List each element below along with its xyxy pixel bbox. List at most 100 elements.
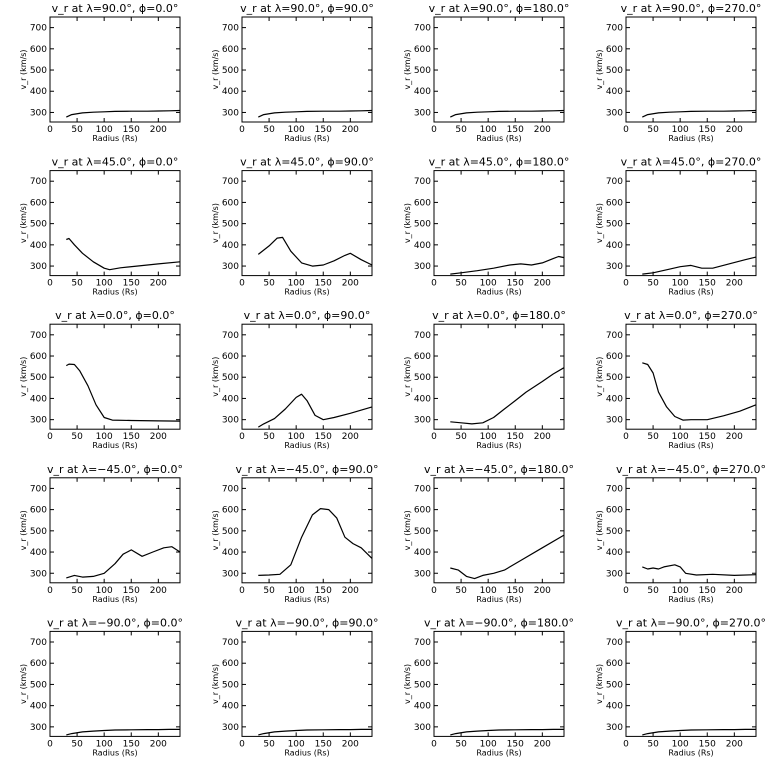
y-tick-label: 400 bbox=[606, 548, 623, 558]
chart-panel: v_r at λ=45.0°, ϕ=0.0° 0 50 100 150 200 300 400… bbox=[19, 156, 181, 297]
y-axis-label: v_r (km/s) bbox=[211, 664, 220, 704]
chart-title: v_r at λ=−45.0°, ϕ=90.0° bbox=[236, 463, 379, 476]
y-tick-label: 700 bbox=[222, 484, 239, 494]
x-axis-label: Radius (Rs) bbox=[92, 288, 137, 297]
y-axis-label: v_r (km/s) bbox=[19, 357, 28, 397]
x-tick-label: 100 bbox=[480, 279, 497, 289]
y-axis-label: v_r (km/s) bbox=[403, 510, 412, 550]
chart-title: v_r at λ=90.0°, ϕ=180.0° bbox=[429, 2, 570, 15]
x-tick-label: 150 bbox=[123, 432, 140, 442]
chart-panel: v_r at λ=90.0°, ϕ=270.0° 0 50 100 150 200 300 4… bbox=[595, 2, 761, 143]
y-axis-label: v_r (km/s) bbox=[403, 357, 412, 397]
chart-panel: v_r at λ=−45.0°, ϕ=90.0° 0 50 100 150 200 300 4… bbox=[211, 463, 378, 604]
x-tick-label: 150 bbox=[507, 586, 524, 596]
x-tick-label: 50 bbox=[455, 739, 467, 749]
y-tick-label: 600 bbox=[414, 352, 431, 362]
y-tick-label: 600 bbox=[414, 659, 431, 669]
plot-frame bbox=[241, 170, 373, 277]
y-tick-label: 500 bbox=[606, 220, 623, 230]
y-tick-label: 400 bbox=[414, 394, 431, 404]
y-tick-label: 700 bbox=[222, 24, 239, 34]
y-tick-label: 700 bbox=[606, 484, 623, 494]
series-line bbox=[258, 728, 372, 736]
y-tick-label: 300 bbox=[30, 262, 47, 272]
x-tick-label: 0 bbox=[623, 125, 629, 135]
chart-panel: v_r at λ=0.0°, ϕ=180.0° 0 50 100 150 200 300 40… bbox=[403, 309, 566, 450]
series-line bbox=[257, 393, 373, 428]
x-tick-label: 200 bbox=[726, 279, 743, 289]
series-line bbox=[450, 109, 565, 118]
y-tick-label: 600 bbox=[606, 198, 623, 208]
y-tick-label: 700 bbox=[30, 24, 47, 34]
y-tick-label: 300 bbox=[606, 262, 623, 272]
x-tick-label: 150 bbox=[315, 586, 332, 596]
x-axis-label: Radius (Rs) bbox=[476, 134, 521, 143]
y-axis-label: v_r (km/s) bbox=[403, 664, 412, 704]
plot-frame bbox=[49, 477, 181, 584]
y-tick-label: 400 bbox=[606, 394, 623, 404]
y-tick-label: 500 bbox=[606, 680, 623, 690]
x-axis-label: Radius (Rs) bbox=[668, 288, 713, 297]
x-tick-label: 150 bbox=[507, 279, 524, 289]
y-axis-label: v_r (km/s) bbox=[595, 357, 604, 397]
plot-frame bbox=[49, 630, 181, 737]
x-tick-label: 0 bbox=[623, 432, 629, 442]
y-tick-label: 400 bbox=[414, 87, 431, 97]
y-tick-label: 500 bbox=[414, 680, 431, 690]
x-tick-label: 100 bbox=[480, 432, 497, 442]
y-tick-label: 600 bbox=[30, 659, 47, 669]
y-tick-label: 500 bbox=[606, 373, 623, 383]
y-tick-label: 500 bbox=[222, 527, 239, 537]
x-tick-label: 200 bbox=[150, 432, 167, 442]
y-tick-label: 300 bbox=[222, 416, 239, 426]
x-tick-label: 200 bbox=[534, 279, 551, 289]
x-tick-label: 150 bbox=[699, 279, 716, 289]
x-tick-label: 150 bbox=[123, 279, 140, 289]
x-tick-label: 150 bbox=[315, 432, 332, 442]
y-tick-label: 700 bbox=[30, 177, 47, 187]
y-tick-label: 400 bbox=[414, 702, 431, 712]
y-tick-label: 600 bbox=[30, 198, 47, 208]
plot-frame bbox=[433, 170, 565, 277]
x-tick-label: 100 bbox=[672, 739, 689, 749]
chart-title: v_r at λ=−45.0°, ϕ=270.0° bbox=[616, 463, 766, 476]
y-tick-label: 400 bbox=[606, 702, 623, 712]
y-axis-label: v_r (km/s) bbox=[211, 357, 220, 397]
chart-panel: v_r at λ=0.0°, ϕ=270.0° 0 50 100 150 200 300 40… bbox=[595, 309, 758, 450]
x-tick-label: 50 bbox=[263, 125, 275, 135]
chart-title: v_r at λ=−90.0°, ϕ=270.0° bbox=[616, 616, 766, 629]
chart-panel: v_r at λ=45.0°, ϕ=180.0° 0 50 100 150 200 300 4… bbox=[403, 156, 569, 297]
chart-title: v_r at λ=45.0°, ϕ=90.0° bbox=[240, 156, 374, 169]
x-tick-label: 0 bbox=[431, 125, 437, 135]
y-tick-label: 500 bbox=[606, 66, 623, 76]
y-axis-label: v_r (km/s) bbox=[19, 664, 28, 704]
x-tick-label: 100 bbox=[288, 432, 305, 442]
x-tick-label: 200 bbox=[342, 125, 359, 135]
y-tick-label: 300 bbox=[222, 723, 239, 733]
chart-title: v_r at λ=0.0°, ϕ=90.0° bbox=[244, 309, 371, 322]
y-tick-label: 300 bbox=[606, 723, 623, 733]
y-tick-label: 400 bbox=[30, 394, 47, 404]
y-tick-label: 300 bbox=[30, 108, 47, 118]
plot-frame bbox=[241, 630, 373, 737]
chart-title: v_r at λ=0.0°, ϕ=270.0° bbox=[624, 309, 758, 322]
y-tick-label: 700 bbox=[30, 331, 47, 341]
x-axis-label: Radius (Rs) bbox=[284, 288, 329, 297]
chart-panel: v_r at λ=45.0°, ϕ=90.0° 0 50 100 150 200 300 40… bbox=[211, 156, 374, 297]
x-tick-label: 100 bbox=[288, 125, 305, 135]
y-tick-label: 500 bbox=[414, 66, 431, 76]
x-tick-label: 50 bbox=[647, 432, 659, 442]
y-tick-label: 600 bbox=[30, 45, 47, 55]
x-tick-label: 50 bbox=[71, 125, 83, 135]
chart-panel: v_r at λ=90.0°, ϕ=180.0° 0 50 100 150 200 300 4… bbox=[403, 2, 569, 143]
x-tick-label: 100 bbox=[288, 586, 305, 596]
x-tick-label: 200 bbox=[150, 586, 167, 596]
y-tick-label: 700 bbox=[414, 177, 431, 187]
y-axis-label: v_r (km/s) bbox=[403, 49, 412, 89]
series-line bbox=[450, 728, 564, 736]
chart-title: v_r at λ=45.0°, ϕ=270.0° bbox=[621, 156, 762, 169]
chart-panel: v_r at λ=−45.0°, ϕ=0.0° 0 50 100 150 200 300 40… bbox=[19, 463, 183, 604]
x-tick-label: 0 bbox=[431, 586, 437, 596]
plot-frame bbox=[625, 170, 757, 277]
plot-frame bbox=[625, 477, 757, 584]
